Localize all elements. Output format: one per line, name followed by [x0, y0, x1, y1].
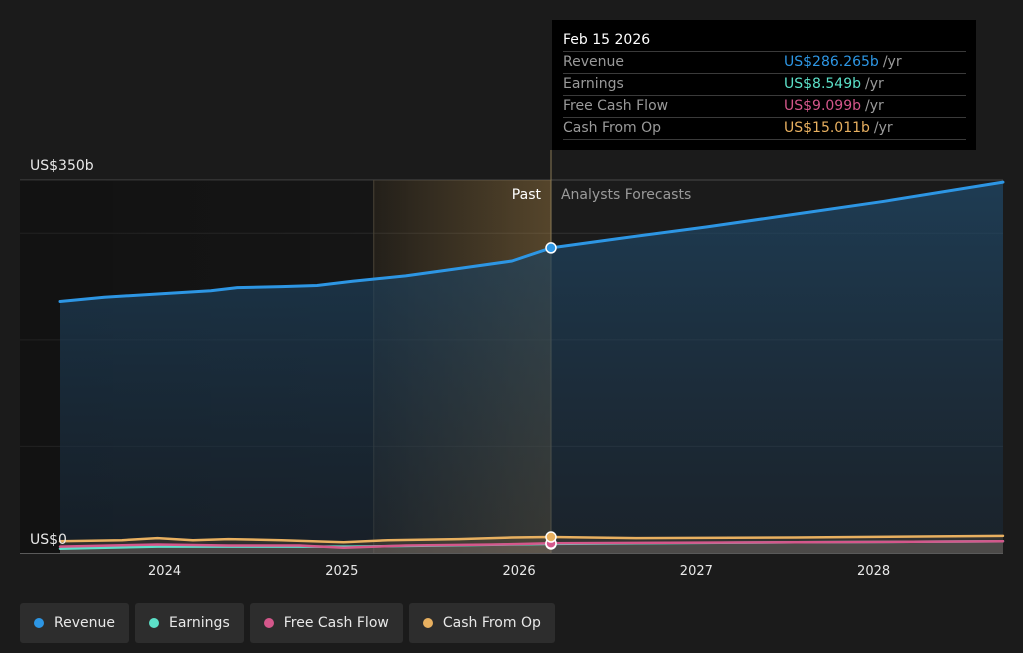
legend-item-earnings[interactable]: Earnings — [134, 603, 244, 643]
x-tick-label: 2026 — [503, 564, 536, 579]
legend-dot-icon — [263, 618, 274, 628]
tooltip-unit: /yr — [865, 98, 884, 114]
y-axis-label-bottom: US$0 — [30, 532, 67, 548]
tooltip-value: US$15.011b — [784, 120, 870, 136]
tooltip-label: Earnings — [563, 76, 624, 92]
cash-from-op-line — [58, 534, 1005, 544]
free-cash-flow-line — [58, 540, 1005, 549]
tooltip-value: US$9.099b — [784, 98, 862, 114]
legend: Revenue Earnings Free Cash Flow Cash Fro… — [20, 603, 555, 643]
past-label: Past — [512, 187, 542, 203]
legend-label: Free Cash Flow — [283, 615, 389, 631]
x-tick-label: 2025 — [325, 564, 358, 579]
x-tick-label: 2027 — [680, 564, 713, 579]
financial-chart: US$350b US$0 Past Analysts Forecasts 2024 202… — [20, 150, 1005, 579]
x-tick-label: 2028 — [857, 564, 890, 579]
y-axis-label-top: US$350b — [30, 158, 94, 174]
legend-label: Earnings — [168, 615, 230, 631]
tooltip-row-revenue: Revenue US$286.265b /yr — [563, 52, 966, 74]
revenue-area — [60, 182, 1003, 553]
free-cash-flow-area — [60, 541, 1003, 553]
legend-label: Revenue — [54, 615, 115, 631]
legend-item-revenue[interactable]: Revenue — [20, 603, 129, 643]
tooltip-unit: /yr — [865, 76, 884, 92]
tooltip-value: US$8.549b — [784, 76, 862, 92]
tooltip-row-cash-from-op: Cash From Op US$15.011b /yr — [563, 118, 966, 140]
forecast-label: Analysts Forecasts — [561, 187, 691, 203]
revenue-marker — [545, 242, 557, 254]
tooltip-row-earnings: Earnings US$8.549b /yr — [563, 74, 966, 96]
legend-dot-icon — [34, 618, 44, 628]
legend-item-free-cash-flow[interactable]: Free Cash Flow — [249, 603, 403, 643]
tooltip-unit: /yr — [873, 120, 893, 136]
earnings-area — [60, 541, 1003, 553]
tooltip-row-free-cash-flow: Free Cash Flow US$9.099b /yr — [563, 96, 966, 118]
legend-dot-icon — [148, 618, 159, 628]
legend-item-cash-from-op[interactable]: Cash From Op — [408, 603, 555, 643]
tooltip-date: Feb 15 2026 — [563, 29, 966, 52]
tooltip-label: Revenue — [563, 54, 624, 70]
tooltip-label: Cash From Op — [563, 120, 662, 136]
tooltip-value: US$286.265b — [784, 54, 879, 70]
legend-label: Cash From Op — [442, 615, 541, 631]
tooltip-label: Free Cash Flow — [563, 98, 669, 114]
x-tick-label: 2024 — [148, 564, 181, 579]
cash-from-op-marker — [545, 531, 557, 543]
tooltip-unit: /yr — [882, 54, 902, 70]
revenue-line — [58, 180, 1005, 303]
legend-dot-icon — [422, 618, 433, 628]
tooltip: Feb 15 2026 Revenue US$286.265b /yr Earn… — [552, 20, 976, 150]
